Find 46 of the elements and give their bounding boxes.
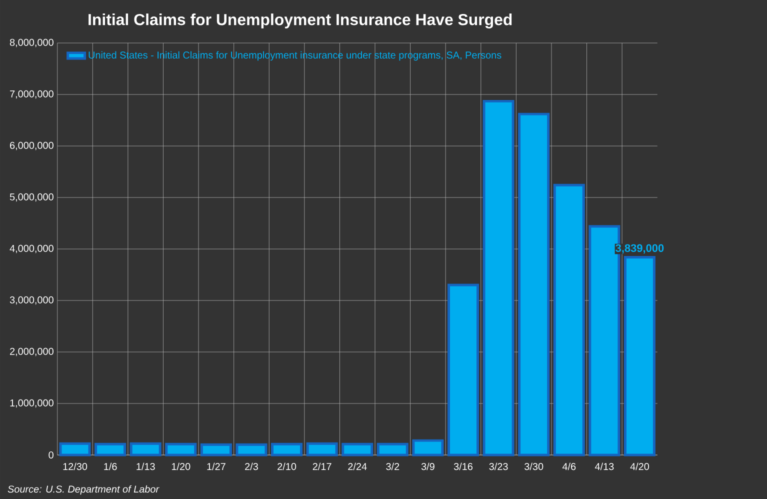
bar xyxy=(306,442,338,456)
x-tick-label: 3/23 xyxy=(489,462,508,470)
x-tick-label: 4/6 xyxy=(562,462,576,470)
x-tick-label: 3/30 xyxy=(524,462,544,470)
bar xyxy=(342,442,374,456)
x-tick-label: 1/20 xyxy=(172,462,190,470)
y-tick-label: 0 xyxy=(48,451,54,459)
bar xyxy=(624,256,656,456)
bar xyxy=(376,442,408,456)
x-tick-label: 1/6 xyxy=(104,462,117,470)
x-tick-label: 3/2 xyxy=(386,462,400,470)
bar xyxy=(448,284,479,456)
y-tick-label: 1,000,000 xyxy=(10,399,54,408)
bar xyxy=(412,439,444,456)
bar xyxy=(482,100,514,456)
y-tick-label: 2,000,000 xyxy=(10,348,54,356)
x-tick-label: 3/16 xyxy=(454,462,473,470)
data-label: 3,839,000 xyxy=(616,244,664,254)
x-tick-label: 4/20 xyxy=(630,462,650,470)
chart-title: Initial Claims for Unemployment Insurance Have Surged xyxy=(88,14,512,28)
x-tick-label: 1/27 xyxy=(207,462,226,470)
bar xyxy=(165,442,197,456)
bar xyxy=(236,443,268,456)
bar xyxy=(200,443,232,456)
x-tick-label: 2/10 xyxy=(278,462,296,470)
bar xyxy=(553,184,585,456)
x-tick-label: 2/3 xyxy=(245,462,258,470)
y-tick-label: 8,000,000 xyxy=(10,38,54,48)
bar xyxy=(518,112,550,456)
y-tick-label: 7,000,000 xyxy=(10,90,54,99)
y-tick-label: 4,000,000 xyxy=(10,244,54,254)
legend-label: United States - Initial Claims for Unemployment insurance under state programs, SA, Persons xyxy=(88,51,502,61)
y-tick-label: 5,000,000 xyxy=(10,193,54,202)
x-tick-label: 4/13 xyxy=(594,462,614,470)
source-note: Source: U.S. Department of Labor xyxy=(8,485,160,495)
y-tick-label: 3,000,000 xyxy=(10,296,54,305)
x-tick-label: 12/30 xyxy=(63,462,88,470)
x-tick-label: 1/13 xyxy=(136,462,155,470)
bar xyxy=(271,442,303,456)
x-tick-label: 3/9 xyxy=(421,462,434,470)
y-tick-label: 6,000,000 xyxy=(10,142,54,150)
x-tick-label: 2/17 xyxy=(312,462,332,470)
bar xyxy=(59,442,91,456)
x-tick-label: 2/24 xyxy=(348,462,367,470)
bar xyxy=(94,442,126,456)
bar xyxy=(130,442,162,456)
